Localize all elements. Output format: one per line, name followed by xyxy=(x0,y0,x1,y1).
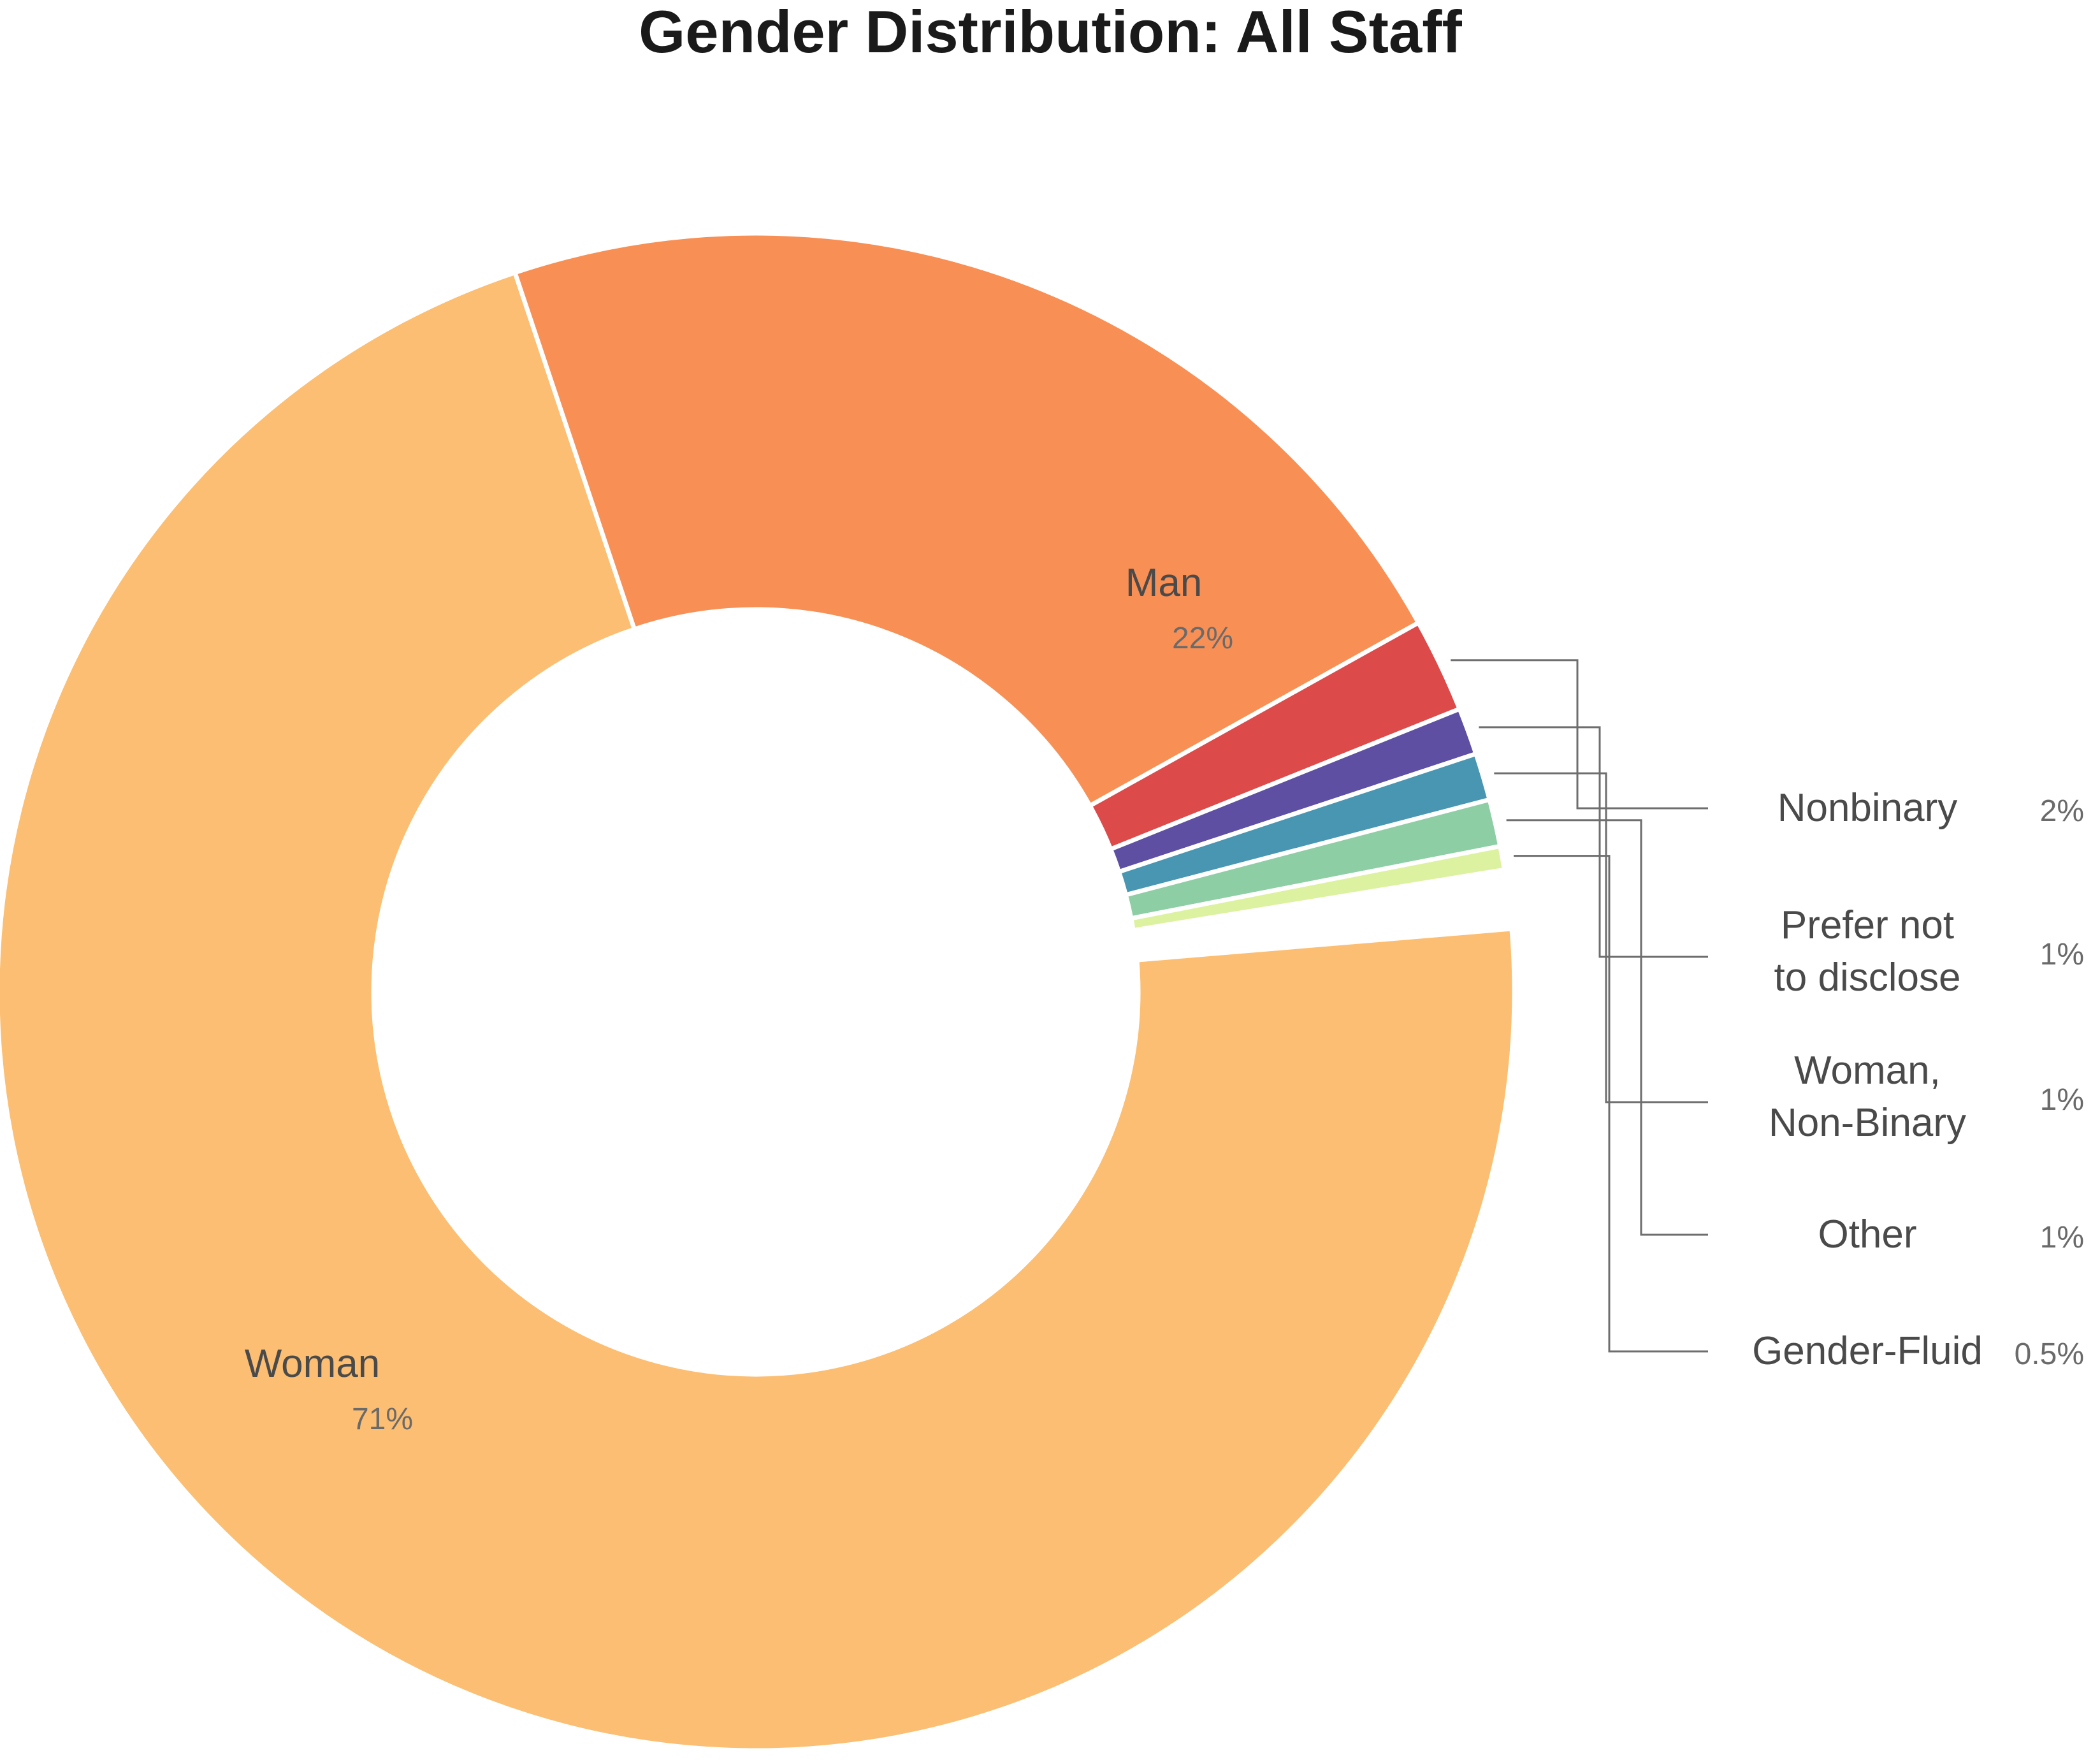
label-woman-non-binary-line-1: Woman, xyxy=(1794,1049,1941,1093)
leader-lines-layer xyxy=(1451,659,1708,1353)
value-label-gender-fluid: 0.5% xyxy=(2015,1337,2084,1371)
value-label-woman: 71% xyxy=(352,1402,413,1436)
label-woman: Woman xyxy=(245,1342,380,1386)
label-prefer-not-to-disclose-line-2: to disclose xyxy=(1774,956,1961,1000)
value-label-woman-non-binary: 1% xyxy=(2040,1083,2084,1117)
label-man: Man xyxy=(1126,561,1203,605)
leader-line-prefer-not-to-disclose xyxy=(1479,726,1708,958)
chart-title: Gender Distribution: All Staff xyxy=(639,0,1462,65)
label-prefer-not-to-disclose-line-1: Prefer not xyxy=(1781,903,1954,947)
value-label-nonbinary: 2% xyxy=(2040,794,2084,828)
value-label-other: 1% xyxy=(2040,1221,2084,1255)
leader-line-gender-fluid xyxy=(1514,855,1708,1353)
label-gender-fluid: Gender-Fluid xyxy=(1752,1329,1983,1373)
value-label-man: 22% xyxy=(1172,622,1233,655)
labels-layer: Woman 71% Man 22% Nonbinary 2% Prefer not to di… xyxy=(245,561,2084,1436)
value-label-prefer-not-to-disclose: 1% xyxy=(2040,938,2084,971)
slice-woman xyxy=(0,270,1517,1753)
label-nonbinary: Nonbinary xyxy=(1778,786,1958,830)
label-woman-non-binary-line-2: Non-Binary xyxy=(1769,1101,1966,1145)
leader-line-woman-non-binary xyxy=(1494,772,1708,1103)
leader-line-other xyxy=(1506,819,1708,1236)
slice-man xyxy=(512,231,1422,809)
slice-gender-fluid xyxy=(1128,843,1507,933)
label-other: Other xyxy=(1818,1212,1916,1256)
slices-layer xyxy=(0,231,1517,1753)
leader-line-nonbinary xyxy=(1451,659,1708,810)
